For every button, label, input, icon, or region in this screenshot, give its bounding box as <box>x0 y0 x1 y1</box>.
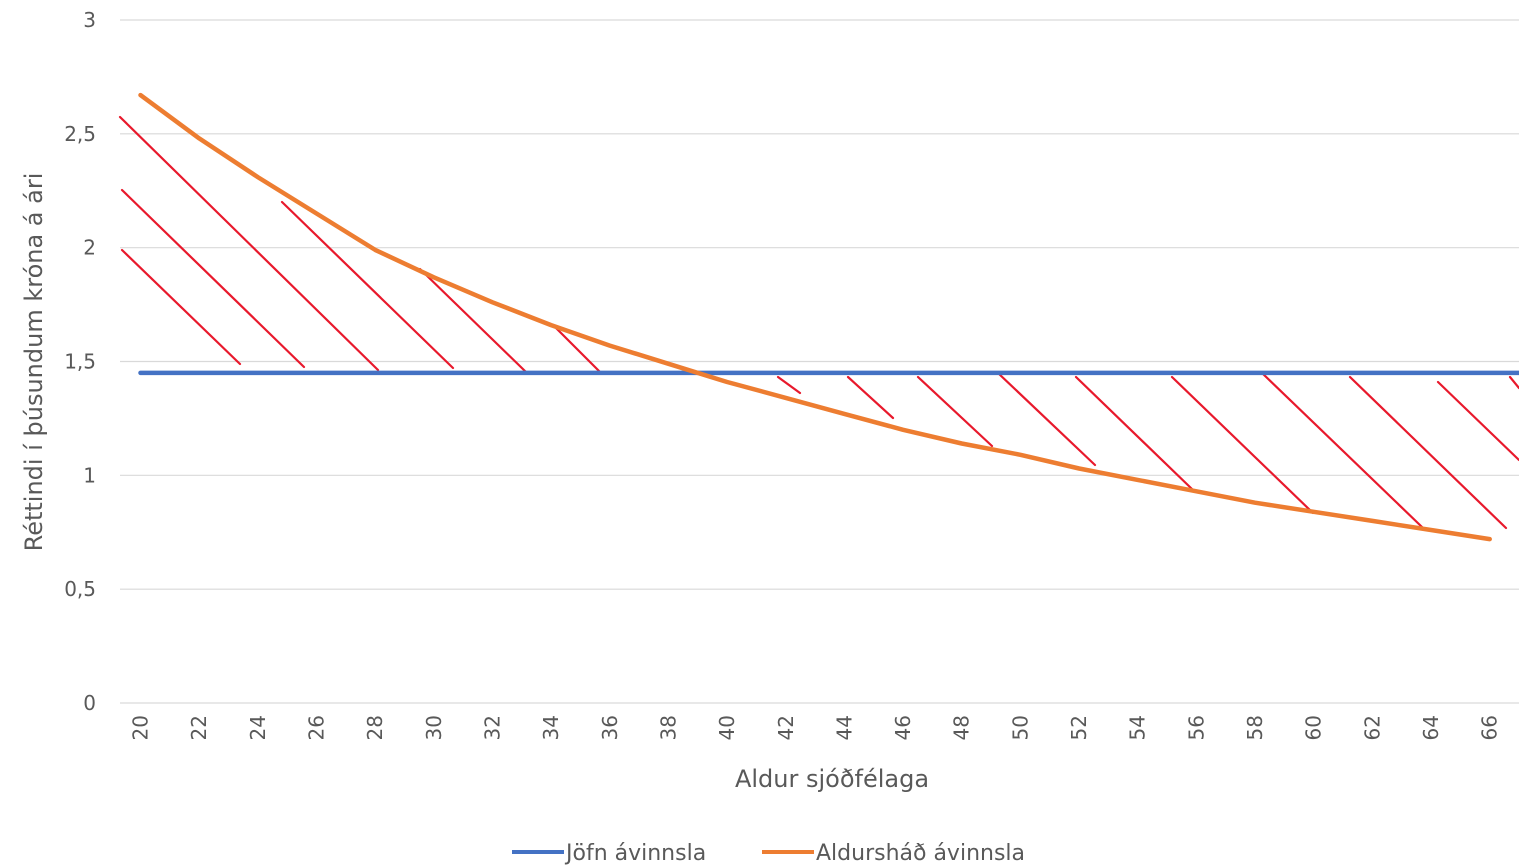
hatch-line <box>1348 375 1508 530</box>
x-tick-label: 48 <box>950 715 974 740</box>
x-tick-label: 20 <box>129 715 153 740</box>
x-tick-label: 58 <box>1243 715 1267 740</box>
hatch-line <box>1170 375 1315 515</box>
hatch-line <box>1508 375 1519 390</box>
hatch-line <box>120 248 242 366</box>
hatch-line <box>1074 375 1195 492</box>
x-tick-label: 44 <box>832 715 856 740</box>
hatch-line <box>280 200 455 370</box>
x-tick-label: 62 <box>1360 715 1384 740</box>
x-tick-label: 46 <box>891 715 915 740</box>
x-tick-label: 40 <box>715 715 739 740</box>
gridlines <box>120 19 1519 704</box>
x-tick-label: 60 <box>1302 715 1326 740</box>
x-tick-label: 26 <box>305 715 329 740</box>
x-tick-label: 36 <box>598 715 622 740</box>
x-tick-label: 56 <box>1184 715 1208 740</box>
hatch-line <box>776 375 802 395</box>
hatch-line <box>554 326 602 374</box>
x-axis-ticks: 20 22 24 26 28 30 32 34 36 38 40 42 44 46 48 50 52 54 56 58… <box>129 715 1502 740</box>
x-tick-label: 54 <box>1126 715 1150 740</box>
y-tick-label: 1,5 <box>64 350 96 374</box>
y-tick-label: 2,5 <box>64 122 96 146</box>
hatch-line <box>1436 380 1519 462</box>
x-tick-label: 28 <box>363 715 387 740</box>
x-tick-label: 22 <box>187 715 211 740</box>
y-tick-label: 3 <box>83 8 96 32</box>
x-tick-label: 38 <box>656 715 680 740</box>
x-axis-title: Aldur sjóðfélaga <box>735 765 929 793</box>
x-tick-label: 34 <box>539 715 563 740</box>
y-axis-title: Réttindi í þúsundum króna á ári <box>20 173 48 552</box>
y-tick-label: 1 <box>83 463 96 487</box>
legend-label-jofn: Jöfn ávinnsla <box>564 841 706 865</box>
hatch-line <box>996 371 1097 467</box>
y-tick-label: 0,5 <box>64 577 96 601</box>
legend-label-aldurshad: Aldursháð ávinnsla <box>816 841 1025 865</box>
hatch-line <box>846 375 895 420</box>
hatch-line <box>120 188 306 369</box>
y-axis-ticks: 0 0,5 1 1,5 2 2,5 3 <box>64 8 96 715</box>
y-tick-label: 2 <box>83 236 96 260</box>
hatch-line <box>118 115 380 372</box>
legend: Jöfn ávinnsla Aldursháð ávinnsla <box>512 841 1025 865</box>
x-tick-label: 30 <box>422 715 446 740</box>
x-tick-label: 66 <box>1478 715 1502 740</box>
hatch-line <box>916 375 994 448</box>
hatch-line <box>418 267 528 374</box>
hatch-line <box>1260 371 1424 529</box>
x-tick-label: 52 <box>1067 715 1091 740</box>
x-tick-label: 24 <box>246 715 270 740</box>
hatch-annotations <box>118 115 1519 530</box>
x-tick-label: 64 <box>1419 715 1443 740</box>
x-tick-label: 32 <box>480 715 504 740</box>
y-tick-label: 0 <box>83 691 96 715</box>
series-line <box>138 92 1492 542</box>
series-lines <box>138 92 1519 542</box>
x-tick-label: 42 <box>774 715 798 740</box>
x-tick-label: 50 <box>1008 715 1032 740</box>
